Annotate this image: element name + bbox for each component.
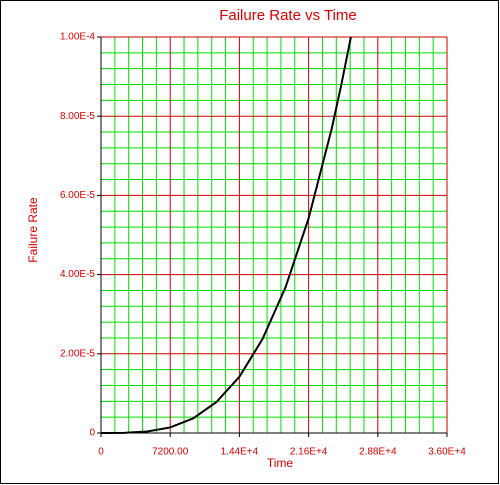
chart-title: Failure Rate vs Time	[219, 7, 357, 24]
x-tick-label: 3.60E+4	[428, 447, 466, 458]
x-tick-label: 7200.00	[152, 447, 189, 458]
y-tick-label: 8.00E-5	[60, 111, 95, 122]
x-tick-label: 0	[98, 447, 104, 458]
x-tick-label: 1.44E+4	[221, 447, 259, 458]
y-tick-label: 1.00E-4	[60, 32, 95, 43]
x-tick-label: 2.88E+4	[359, 447, 397, 458]
y-tick-label: 4.00E-5	[60, 269, 95, 280]
y-tick-label: 6.00E-5	[60, 190, 95, 201]
y-axis-label: Failure Rate	[26, 197, 40, 263]
y-tick-label: 2.00E-5	[60, 348, 95, 359]
x-axis-label: Time	[267, 456, 294, 470]
line	[100, 36, 352, 434]
y-tick-label: 0	[89, 428, 95, 439]
x-tick-label: 2.16E+4	[290, 447, 328, 458]
